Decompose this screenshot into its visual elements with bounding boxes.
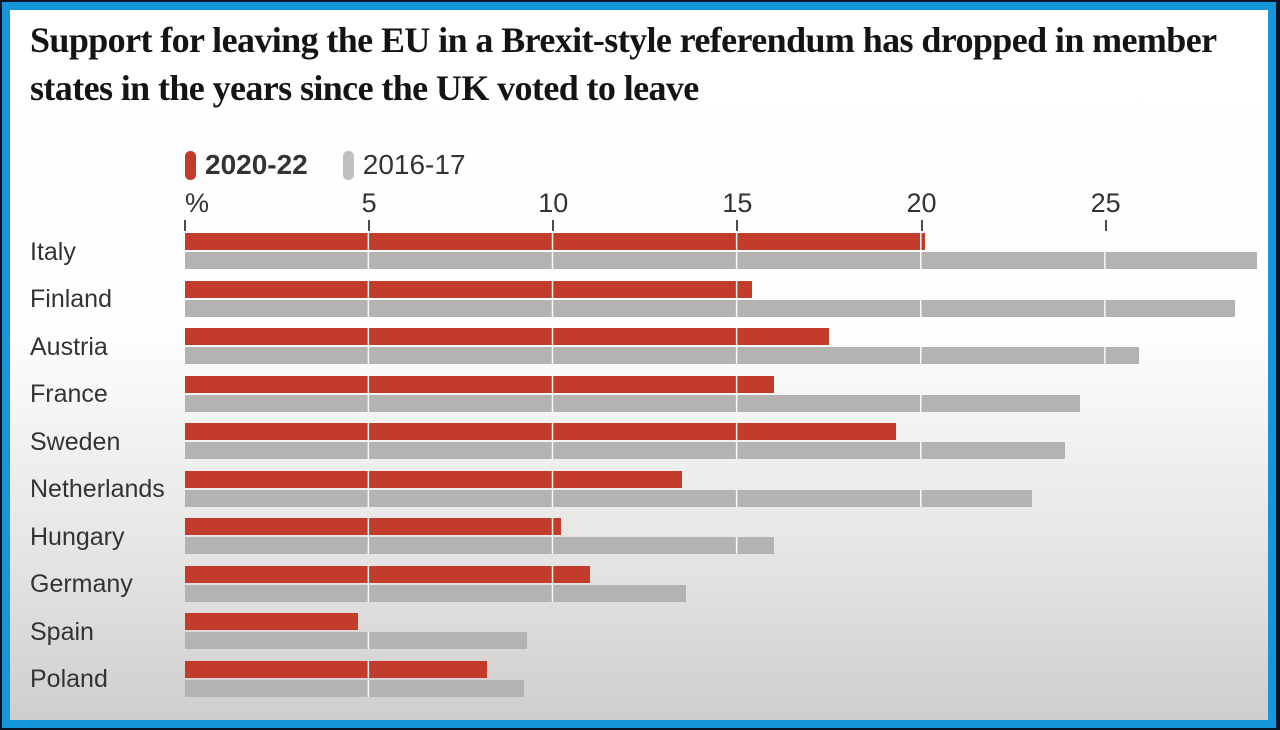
x-axis-tick: [552, 220, 555, 231]
row-bars: [185, 518, 1264, 556]
legend-swatch-2016-17: [342, 150, 354, 180]
chart-row-spain: Spain: [30, 613, 1264, 651]
x-axis-tick: [368, 220, 371, 231]
bar-2016-17: [185, 347, 1139, 364]
chart-row-france: France: [30, 375, 1264, 414]
x-axis-label-15: 15: [722, 188, 753, 218]
bar-2016-17: [185, 584, 686, 602]
row-bars: [185, 565, 1264, 604]
row-label: France: [30, 380, 108, 408]
bar-2020-22: [185, 375, 775, 393]
chart-title: Support for leaving the EU in a Brexit-s…: [30, 20, 1216, 108]
bar-2020-22: [185, 423, 896, 440]
bar-2020-22: [185, 328, 830, 345]
chart-row-italy: Italy: [30, 233, 1264, 271]
bar-2016-17: [185, 489, 1032, 507]
row-label: Italy: [30, 237, 76, 266]
row-label: Spain: [30, 617, 94, 646]
bar-2016-17: [185, 537, 775, 554]
x-axis-label-25: 25: [1090, 188, 1121, 218]
bar-2020-22: [185, 613, 359, 630]
bar-2020-22: [185, 518, 561, 535]
row-label: Poland: [30, 665, 108, 693]
chart-row-germany: Germany: [30, 565, 1264, 604]
x-axis-labels: % 5 10 15 20 25: [185, 188, 1264, 218]
chart-row-poland: Poland: [30, 660, 1264, 699]
row-bars: [185, 660, 1264, 699]
legend-label-2020-22: 2020-22: [205, 149, 308, 180]
row-label: Netherlands: [30, 475, 165, 503]
x-axis-label-5: 5: [361, 188, 377, 218]
bar-2016-17: [185, 299, 1235, 317]
legend-label-2016-17: 2016-17: [362, 149, 466, 180]
row-label: Sweden: [30, 427, 121, 456]
row-bars: [185, 423, 1264, 461]
row-bars: [185, 375, 1264, 414]
chart-panel: Support for leaving the EU in a Brexit-s…: [10, 10, 1268, 720]
bar-2020-22: [185, 565, 591, 583]
row-label: Finland: [30, 285, 112, 313]
x-axis-ticks: [184, 220, 1264, 232]
row-bars: [185, 280, 1264, 319]
x-axis-tick: [736, 220, 739, 231]
chart-row-sweden: Sweden: [30, 423, 1264, 461]
bar-2020-22: [185, 470, 683, 488]
chart-row-finland: Finland: [30, 280, 1264, 319]
bar-2016-17: [185, 394, 1080, 412]
row-label: Hungary: [30, 522, 125, 551]
chart-row-netherlands: Netherlands: [30, 470, 1264, 509]
x-axis-label-10: 10: [538, 188, 569, 218]
row-bars: [185, 613, 1264, 651]
row-label: Germany: [30, 570, 133, 598]
x-axis-tick: [1104, 220, 1107, 231]
bar-2016-17: [185, 679, 524, 697]
row-bars: [185, 233, 1264, 271]
bar-2020-22: [185, 280, 753, 298]
row-bars: [185, 328, 1264, 366]
chart-row-hungary: Hungary: [30, 518, 1264, 556]
bar-2020-22: [185, 233, 926, 250]
x-axis-tick: [184, 220, 186, 231]
x-axis-tick: [920, 220, 923, 231]
chart-legend: 2020-22 2016-17: [185, 149, 466, 181]
chart-row-austria: Austria: [30, 328, 1264, 366]
bar-2016-17: [185, 442, 1066, 459]
x-axis-label-%: %: [184, 188, 210, 218]
row-bars: [185, 470, 1264, 509]
bar-2016-17: [185, 632, 528, 649]
bar-2020-22: [185, 660, 487, 678]
legend-swatch-2020-22: [185, 150, 196, 180]
bar-2016-17: [185, 252, 1257, 269]
row-label: Austria: [30, 332, 108, 361]
x-axis-label-20: 20: [906, 188, 937, 218]
